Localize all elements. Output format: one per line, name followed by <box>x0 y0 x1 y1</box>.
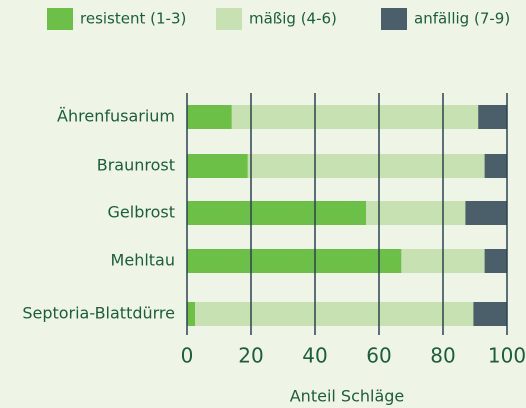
legend-swatch <box>47 8 73 30</box>
x-tick-label: 100 <box>488 344 526 368</box>
bar-segment <box>465 201 507 225</box>
legend-swatch <box>381 8 407 30</box>
bar-segment <box>187 154 248 178</box>
bar-segment <box>366 201 466 225</box>
category-label: Braunrost <box>97 156 175 175</box>
category-label: Gelbrost <box>108 203 175 222</box>
category-label: Ährenfusarium <box>57 107 175 126</box>
bar-segment <box>247 154 485 178</box>
x-axis-label: Anteil Schläge <box>290 387 405 406</box>
bar-segment <box>187 249 402 273</box>
x-tick-label: 40 <box>302 344 327 368</box>
x-tick-label: 60 <box>366 344 391 368</box>
legend-label: anfällig (7-9) <box>414 10 510 28</box>
bar-segment <box>484 154 507 178</box>
bar-segment <box>187 105 232 129</box>
bar-segment <box>478 105 507 129</box>
x-tick-label: 20 <box>238 344 263 368</box>
x-tick-label: 0 <box>181 344 194 368</box>
bar-segment <box>473 302 507 326</box>
bar-segment <box>484 249 507 273</box>
legend-label: resistent (1-3) <box>80 10 186 28</box>
bar-segment <box>231 105 479 129</box>
x-tick-label: 80 <box>430 344 455 368</box>
bar-segment <box>187 302 195 326</box>
category-label: Mehltau <box>111 251 175 270</box>
category-label: Septoria-Blattdürre <box>22 304 175 323</box>
bar-segment <box>187 201 367 225</box>
legend-label: mäßig (4-6) <box>249 10 337 28</box>
bar-segment <box>195 302 474 326</box>
legend-swatch <box>216 8 242 30</box>
